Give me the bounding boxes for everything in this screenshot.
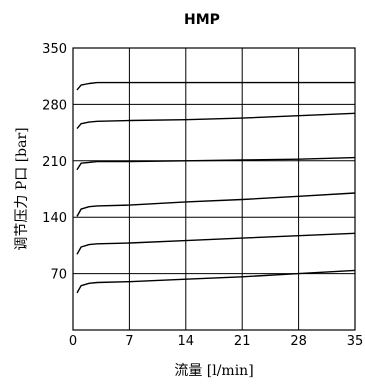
series-line-5 <box>76 112 356 130</box>
series-line-6 <box>76 81 355 91</box>
grid <box>72 47 356 330</box>
y-tick-label: 140 <box>42 211 67 226</box>
x-axis-label: 流量 [l/min] <box>174 363 253 379</box>
series-line-4 <box>76 156 356 171</box>
x-tick-label: 0 <box>69 334 77 349</box>
x-tick-label: 35 <box>347 334 364 349</box>
series-line-1 <box>76 269 356 294</box>
x-tick-label: 7 <box>125 334 133 349</box>
x-tick-labels: 0 7 14 21 28 35 <box>69 334 363 349</box>
chart-title: HMP <box>184 12 220 28</box>
series-line-2 <box>76 232 356 255</box>
x-tick-label: 14 <box>178 334 195 349</box>
series-line-3 <box>76 192 356 217</box>
y-tick-labels: 70 140 210 280 350 <box>42 42 67 283</box>
y-axis-label: 调节压力 P口 [bar] <box>14 127 30 250</box>
series-group <box>76 81 356 294</box>
y-tick-label: 280 <box>42 98 67 113</box>
x-tick-label: 21 <box>234 334 251 349</box>
plot-frame <box>72 47 356 331</box>
x-tick-label: 28 <box>290 334 307 349</box>
y-tick-label: 70 <box>50 268 67 283</box>
y-tick-label: 350 <box>42 42 67 57</box>
y-tick-label: 210 <box>42 155 67 170</box>
